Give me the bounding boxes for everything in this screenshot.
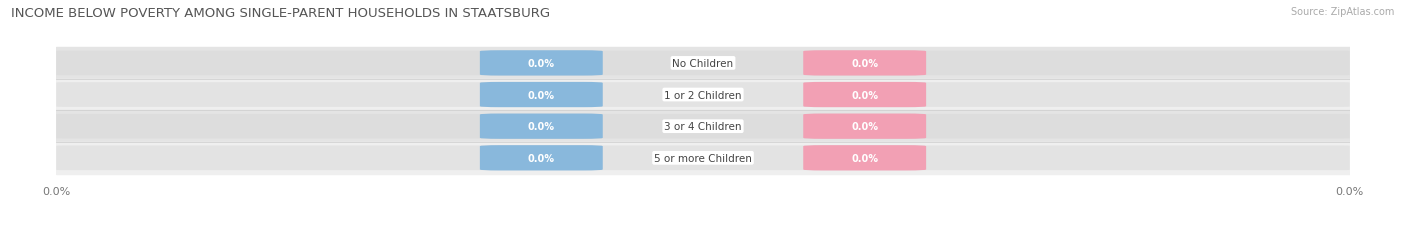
Text: 0.0%: 0.0% [527,90,555,100]
Text: 0.0%: 0.0% [851,153,879,163]
Text: 0.0%: 0.0% [527,59,555,69]
FancyBboxPatch shape [803,146,927,171]
FancyBboxPatch shape [479,82,603,108]
Text: Source: ZipAtlas.com: Source: ZipAtlas.com [1291,7,1395,17]
FancyBboxPatch shape [56,114,1350,139]
FancyBboxPatch shape [479,146,603,171]
Text: 0.0%: 0.0% [527,153,555,163]
Bar [56,111,1350,142]
Text: 0.0%: 0.0% [851,59,879,69]
FancyBboxPatch shape [803,82,927,108]
FancyBboxPatch shape [479,114,603,139]
Bar [56,142,1350,174]
Text: 0.0%: 0.0% [851,122,879,132]
FancyBboxPatch shape [56,51,1350,76]
FancyBboxPatch shape [56,146,1350,170]
FancyBboxPatch shape [803,51,927,76]
FancyBboxPatch shape [56,83,1350,107]
FancyBboxPatch shape [803,114,927,139]
Text: 3 or 4 Children: 3 or 4 Children [664,122,742,132]
FancyBboxPatch shape [479,51,603,76]
Text: 0.0%: 0.0% [527,122,555,132]
Bar [56,79,1350,111]
Text: 1 or 2 Children: 1 or 2 Children [664,90,742,100]
Text: INCOME BELOW POVERTY AMONG SINGLE-PARENT HOUSEHOLDS IN STAATSBURG: INCOME BELOW POVERTY AMONG SINGLE-PARENT… [11,7,550,20]
Text: 5 or more Children: 5 or more Children [654,153,752,163]
Bar [56,48,1350,79]
Text: 0.0%: 0.0% [851,90,879,100]
Text: No Children: No Children [672,59,734,69]
